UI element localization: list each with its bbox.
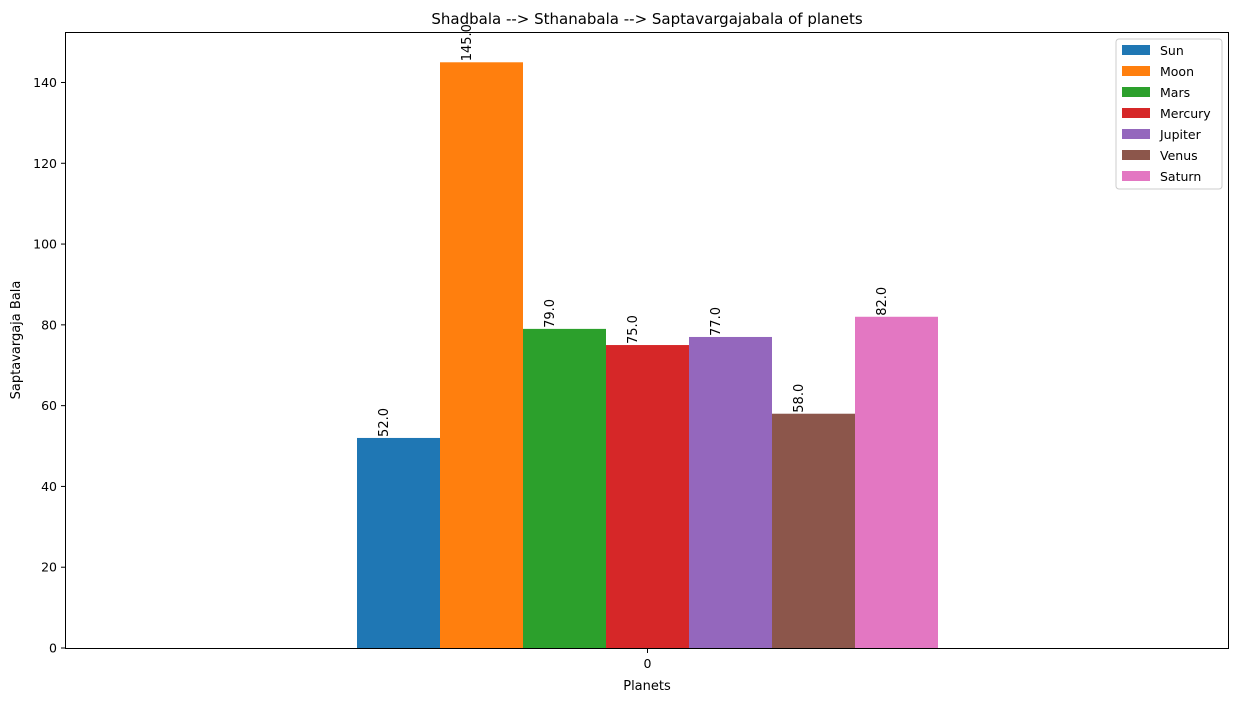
bar-value-label: 79.0: [543, 299, 558, 328]
legend-swatch: [1122, 108, 1150, 118]
bar-mercury: [606, 345, 689, 648]
y-tick-label: 100: [33, 237, 57, 252]
legend-label: Sun: [1160, 43, 1184, 58]
bar-moon: [440, 62, 523, 649]
bar-value-label: 145.0: [460, 24, 475, 61]
x-axis-label: Planets: [623, 679, 671, 694]
y-tick-label: 80: [41, 317, 57, 332]
legend-label: Saturn: [1160, 169, 1201, 184]
bar-value-label: 75.0: [626, 315, 641, 344]
bar-mars: [523, 328, 606, 648]
bar-venus: [772, 413, 855, 648]
bar-labels-group: 52.0 145.0 79.0 75.0 77.0 58.0 82.0: [377, 24, 890, 437]
y-tick-label: 20: [41, 560, 57, 575]
legend-swatch: [1122, 129, 1150, 139]
bar-sun: [357, 437, 440, 648]
legend-label: Jupiter: [1159, 127, 1202, 142]
bar-value-label: 58.0: [792, 384, 807, 413]
legend-items: Sun Moon Mars Mercury Jupiter Venus Saturn: [1122, 43, 1211, 184]
bar-value-label: 52.0: [377, 408, 392, 437]
bar-value-label: 77.0: [709, 307, 724, 336]
legend-swatch: [1122, 45, 1150, 55]
y-tick-label: 0: [49, 641, 57, 656]
y-axis-ticks: 0 20 40 60 80 100 120 140: [33, 75, 66, 656]
legend: Sun Moon Mars Mercury Jupiter Venus Saturn: [1115, 38, 1223, 190]
legend-label: Mercury: [1160, 106, 1211, 121]
legend-swatch: [1122, 171, 1150, 181]
bar-saturn: [855, 316, 938, 648]
y-tick-label: 120: [33, 156, 57, 171]
y-tick-label: 60: [41, 398, 57, 413]
bars-group: [357, 62, 938, 649]
legend-swatch: [1122, 150, 1150, 160]
legend-label: Venus: [1160, 148, 1198, 163]
y-tick-label: 40: [41, 479, 57, 494]
legend-swatch: [1122, 66, 1150, 76]
legend-swatch: [1122, 87, 1150, 97]
chart-title: Shadbala --> Sthanabala --> Saptavargaja…: [431, 10, 862, 28]
x-axis-ticks: 0: [644, 648, 652, 671]
y-tick-label: 140: [33, 75, 57, 90]
bar-value-label: 82.0: [875, 287, 890, 316]
x-tick-label: 0: [644, 656, 652, 671]
legend-label: Moon: [1160, 64, 1194, 79]
y-axis-label: Saptavargaja Bala: [9, 281, 24, 400]
legend-label: Mars: [1160, 85, 1190, 100]
plot-area-frame: [65, 32, 1229, 649]
bar-jupiter: [689, 336, 772, 648]
